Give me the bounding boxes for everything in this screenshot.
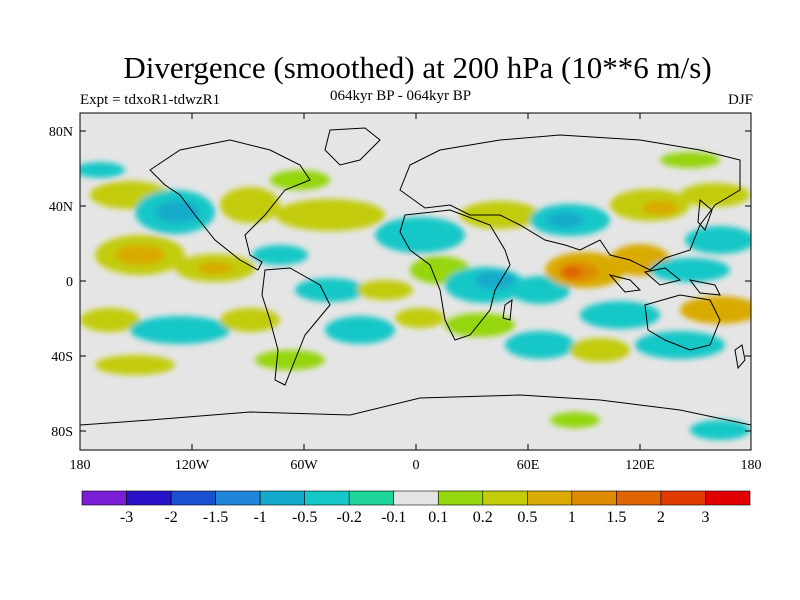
colorbar-swatch [660,490,706,506]
field-patch [660,152,720,168]
field-patch [375,217,465,253]
lon-label: 60E [517,458,540,473]
latitude-labels: 80N 40N 0 40S 80S [49,125,73,440]
field-patch [95,355,175,375]
colorbar-swatch [126,490,172,506]
field-patch [505,331,575,359]
colorbar-label: -1 [253,509,266,526]
lon-label: 180 [70,458,91,473]
colorbar-label: -3 [120,509,133,526]
field-patch [547,212,583,228]
colorbar-swatch [215,490,261,506]
field-patch [80,308,140,332]
colorbar-swatch [81,490,127,506]
colorbar-label: 1.5 [606,509,626,526]
colorbar-swatch [571,490,617,506]
colorbar-swatch [259,490,305,506]
field-patch [395,308,445,328]
field-patch [130,316,230,344]
field-patch [255,350,325,370]
field-patch [156,201,200,223]
field-patch [550,412,600,428]
colorbar-label: -2 [164,509,177,526]
season-label: DJF [727,92,753,108]
field-patch [570,338,630,362]
lat-label: 0 [66,275,73,290]
field-patch [680,183,750,207]
colorbar-swatch [170,490,216,506]
field-patch [357,280,413,300]
colorbar-label: -0.2 [337,509,362,526]
colorbar-swatch [304,490,350,506]
colorbar-swatch [527,490,573,506]
colorbar-label: -1.5 [203,509,228,526]
field-patch [580,301,660,329]
field-patch [635,331,725,359]
colorbar-label: 1 [568,509,576,526]
field-patch [115,245,165,265]
colorbar-label: 2 [657,509,665,526]
lon-label: 120W [175,458,210,473]
colorbar: -3 -2 -1.5 -1 -0.5 -0.2 -0.1 0.1 0.2 0.5 1 1.5 2 3 [81,490,751,526]
colorbar-swatch [393,490,439,506]
chart-title: Divergence (smoothed) at 200 hPa (10**6 … [123,50,712,85]
lat-label: 40N [49,200,73,215]
axis-ticks [79,113,752,450]
colorbar-label: 0.5 [517,509,537,526]
field-patch [220,187,280,223]
experiment-label: Expt = tdxoR1-tdwzR1 [80,92,221,108]
lon-label: 180 [741,458,762,473]
field-patch [220,308,280,332]
field-patch [445,313,515,337]
colorbar-label: 0.2 [473,509,493,526]
field-patch [80,162,125,178]
field-patch [685,226,751,254]
field-patch [252,245,308,265]
colorbar-label: 0.1 [428,509,448,526]
field-patch [642,201,678,215]
field-patch [690,420,750,440]
field-patch [197,262,233,274]
colorbar-label: 3 [701,509,709,526]
lon-label: 0 [413,458,420,473]
lon-label: 120E [625,458,655,473]
period-subtitle: 064kyr BP - 064kyr BP [330,88,472,104]
field-patch [270,170,330,190]
lat-label: 80S [51,425,73,440]
colorbar-label: -0.1 [381,509,406,526]
field-patch [650,258,730,282]
field-patch [562,266,582,278]
field-patch [325,316,395,344]
colorbar-label: -0.5 [292,509,317,526]
field-patch [475,271,515,289]
colorbar-swatch [437,490,484,506]
lat-label: 40S [51,350,73,365]
colorbar-swatch [616,490,662,506]
field-patch [510,276,570,304]
colorbar-swatch [705,490,751,506]
map-background [80,113,751,450]
lat-label: 80N [49,125,73,140]
colorbar-swatch [482,490,528,506]
longitude-labels: 180 120W 60W 0 60E 120E 180 [70,458,762,473]
colorbar-swatch [348,490,395,506]
coastlines [80,127,751,426]
lon-label: 60W [290,458,318,473]
field-patch [295,278,365,302]
field-patch [275,199,385,231]
